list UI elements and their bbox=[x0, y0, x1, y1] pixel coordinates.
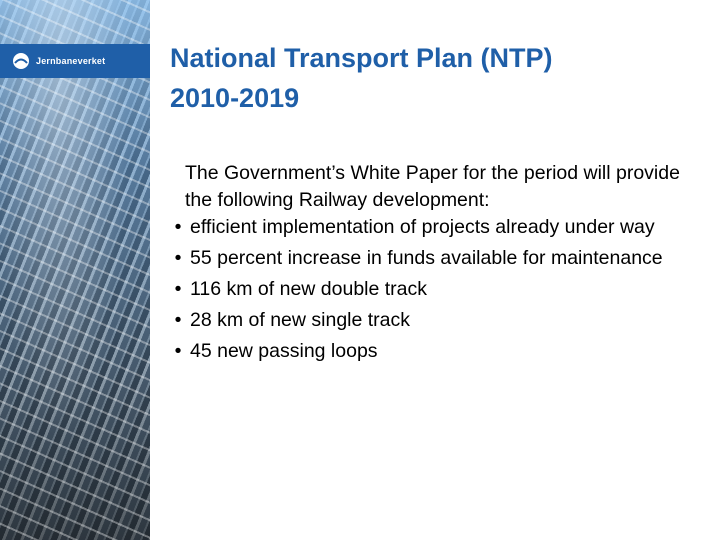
jernbaneverket-logo-icon bbox=[12, 52, 30, 70]
bullet-icon: • bbox=[174, 278, 182, 300]
list-item-text: 28 km of new single track bbox=[190, 309, 411, 331]
bullet-icon: • bbox=[174, 216, 182, 238]
list-item-text: 116 km of new double track bbox=[190, 278, 428, 300]
page-title: National Transport Plan (NTP) 2010-2019 bbox=[170, 38, 690, 118]
bullet-icon: • bbox=[174, 247, 182, 269]
bullet-list: • efficient implementation of projects a… bbox=[172, 214, 692, 365]
list-item: • efficient implementation of projects a… bbox=[172, 214, 692, 241]
logo-bar: Jernbaneverket bbox=[0, 44, 150, 78]
bullet-icon: • bbox=[174, 340, 182, 362]
slide-body: The Government’s White Paper for the per… bbox=[172, 160, 692, 365]
title-line-2: 2010-2019 bbox=[170, 83, 300, 113]
logo-text: Jernbaneverket bbox=[36, 56, 106, 66]
bullet-icon: • bbox=[174, 309, 182, 331]
list-item: • 45 new passing loops bbox=[172, 338, 692, 365]
list-item-text: 55 percent increase in funds available f… bbox=[190, 247, 663, 269]
list-item: • 55 percent increase in funds available… bbox=[172, 245, 692, 272]
list-item-text: efficient implementation of projects alr… bbox=[190, 216, 655, 238]
title-line-1: National Transport Plan (NTP) bbox=[170, 43, 553, 73]
list-item: • 116 km of new double track bbox=[172, 276, 692, 303]
list-item: • 28 km of new single track bbox=[172, 307, 692, 334]
sidebar-photo: Jernbaneverket bbox=[0, 0, 150, 540]
intro-text: The Government’s White Paper for the per… bbox=[185, 162, 680, 211]
list-item-text: 45 new passing loops bbox=[190, 340, 378, 362]
